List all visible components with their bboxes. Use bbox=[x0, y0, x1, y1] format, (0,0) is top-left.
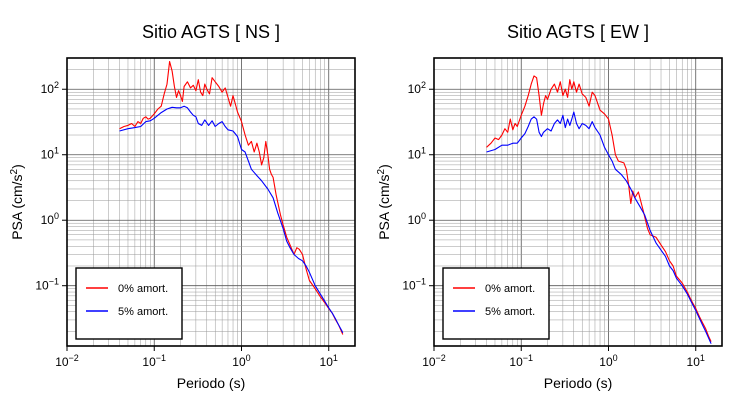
chart-panel-2: 10−2 10−1 100 101 10−1 100 101 102 Sitio AGTS [ … bbox=[376, 22, 723, 391]
series-line-red bbox=[486, 75, 712, 342]
x-tick-label: 100 bbox=[232, 353, 250, 369]
grid bbox=[433, 57, 723, 346]
y-tick-label: 10−1 bbox=[402, 277, 426, 293]
legend: 0% amort. 5% amort. bbox=[442, 267, 550, 340]
legend-label: 5% amort. bbox=[118, 306, 168, 318]
legend: 0% amort. 5% amort. bbox=[75, 267, 183, 340]
y-tick-label: 100 bbox=[408, 211, 426, 227]
legend-label: 0% amort. bbox=[485, 283, 535, 295]
y-tick-label: 102 bbox=[408, 80, 426, 96]
y-tick-label: 102 bbox=[41, 80, 59, 96]
series-line-blue bbox=[486, 111, 712, 344]
x-tick-label: 10−2 bbox=[422, 353, 446, 369]
series-line-blue bbox=[119, 105, 344, 334]
legend-box bbox=[442, 267, 550, 340]
y-tick-label: 101 bbox=[41, 146, 59, 162]
y-tick-label: 10−1 bbox=[35, 277, 59, 293]
plot-frame bbox=[433, 57, 723, 347]
chart-panel-1: 10−2 10−1 100 101 10−1 100 101 102 Sitio AGTS [ … bbox=[9, 22, 356, 391]
x-tick-label: 100 bbox=[599, 353, 617, 369]
x-tick-label: 101 bbox=[320, 353, 338, 369]
y-tick-label: 100 bbox=[41, 211, 59, 227]
x-tick-label: 101 bbox=[687, 353, 705, 369]
legend-box bbox=[75, 267, 183, 340]
x-tick-label: 10−2 bbox=[55, 353, 79, 369]
x-tick-label: 10−1 bbox=[509, 353, 533, 369]
x-axis-label: Periodo (s) bbox=[544, 375, 612, 391]
chart-title: Sitio AGTS [ NS ] bbox=[142, 22, 280, 42]
x-axis-label: Periodo (s) bbox=[177, 375, 245, 391]
legend-label: 0% amort. bbox=[118, 283, 168, 295]
y-tick-label: 101 bbox=[408, 146, 426, 162]
y-axis-label: PSA (cm/s2) bbox=[9, 164, 26, 240]
y-axis-label: PSA (cm/s2) bbox=[376, 164, 393, 240]
legend-label: 5% amort. bbox=[485, 306, 535, 318]
series-line-red bbox=[119, 60, 344, 335]
x-tick-label: 10−1 bbox=[142, 353, 166, 369]
plot-frame bbox=[66, 57, 356, 347]
chart-title: Sitio AGTS [ EW ] bbox=[507, 22, 649, 42]
grid bbox=[66, 57, 356, 346]
